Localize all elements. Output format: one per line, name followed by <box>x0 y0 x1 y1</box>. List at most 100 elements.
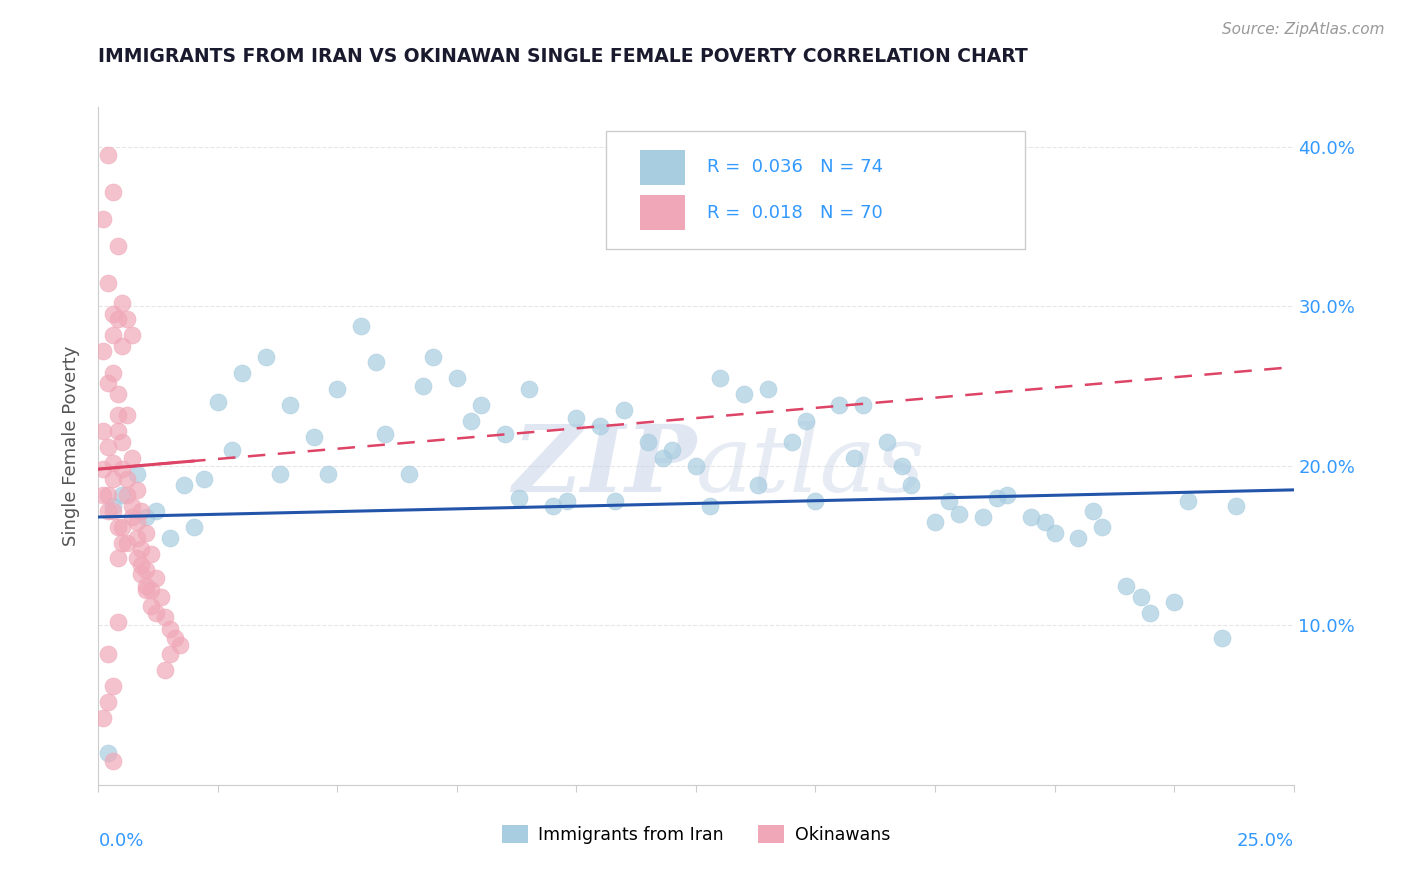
Text: R =  0.036   N = 74: R = 0.036 N = 74 <box>707 159 883 177</box>
Point <box>145 606 167 620</box>
Point <box>159 647 181 661</box>
Point <box>131 567 153 582</box>
Point <box>111 435 134 450</box>
Point <box>111 519 134 533</box>
Point <box>637 435 659 450</box>
Point <box>422 351 444 365</box>
Point <box>107 615 129 630</box>
Point <box>173 478 195 492</box>
Point <box>1033 515 1056 529</box>
Bar <box>640 150 685 185</box>
Point <box>709 371 731 385</box>
Point <box>159 622 181 636</box>
Point <box>111 339 134 353</box>
Point <box>125 551 148 566</box>
Point <box>107 551 129 566</box>
Point <box>101 185 124 199</box>
Point <box>107 424 129 438</box>
Point <box>350 318 373 333</box>
Point <box>278 398 301 412</box>
Point <box>661 442 683 457</box>
Point <box>159 531 181 545</box>
Point <box>135 525 157 540</box>
Point <box>115 408 138 422</box>
Point <box>101 503 124 517</box>
Point <box>145 571 167 585</box>
Point <box>183 519 205 533</box>
Text: Source: ZipAtlas.com: Source: ZipAtlas.com <box>1222 22 1385 37</box>
Point <box>135 563 157 577</box>
Point <box>589 419 612 434</box>
Point <box>115 535 138 549</box>
Point <box>101 367 124 381</box>
Point <box>1211 631 1233 645</box>
Point <box>91 711 114 725</box>
Point <box>111 296 134 310</box>
Point <box>842 450 865 465</box>
Point <box>1139 606 1161 620</box>
Point <box>890 458 912 473</box>
Point <box>101 499 124 513</box>
Point <box>149 590 172 604</box>
Point <box>1177 494 1199 508</box>
Point <box>91 211 114 226</box>
Y-axis label: Single Female Poverty: Single Female Poverty <box>62 346 80 546</box>
Point <box>508 491 530 505</box>
Point <box>131 503 153 517</box>
Point <box>221 442 243 457</box>
Point <box>876 435 898 450</box>
Point <box>986 491 1008 505</box>
Point <box>115 472 138 486</box>
Point <box>780 435 803 450</box>
FancyBboxPatch shape <box>606 131 1025 250</box>
Point <box>131 558 153 572</box>
Point <box>91 344 114 359</box>
Point <box>111 488 134 502</box>
Point <box>97 695 120 709</box>
Point <box>1225 499 1247 513</box>
Point <box>125 467 148 481</box>
Point <box>97 503 120 517</box>
Point <box>139 583 162 598</box>
Point <box>364 355 387 369</box>
Point <box>97 488 120 502</box>
Point <box>91 462 114 476</box>
Point <box>101 472 124 486</box>
Point <box>97 376 120 390</box>
Point <box>101 679 124 693</box>
Point <box>135 510 157 524</box>
Point <box>107 519 129 533</box>
Point <box>316 467 339 481</box>
Point <box>747 478 769 492</box>
Point <box>1163 594 1185 608</box>
Point <box>145 503 167 517</box>
Point <box>101 307 124 321</box>
Point <box>135 583 157 598</box>
Point <box>97 148 120 162</box>
Point <box>97 647 120 661</box>
Point <box>794 414 817 428</box>
Point <box>613 403 636 417</box>
Text: ZIP: ZIP <box>512 421 696 511</box>
Point <box>900 478 922 492</box>
Point <box>163 631 186 645</box>
Point <box>97 746 120 760</box>
Point <box>565 411 588 425</box>
Point <box>398 467 420 481</box>
Point <box>756 383 779 397</box>
Text: atlas: atlas <box>696 421 925 511</box>
Point <box>603 494 626 508</box>
Point <box>1019 510 1042 524</box>
Point <box>541 499 564 513</box>
Point <box>446 371 468 385</box>
Point <box>107 239 129 253</box>
Point <box>1043 525 1066 540</box>
Point <box>107 408 129 422</box>
Point <box>125 483 148 497</box>
Point <box>374 427 396 442</box>
Point <box>121 510 143 524</box>
Point <box>1081 503 1104 517</box>
Point <box>131 541 153 556</box>
Point <box>470 398 492 412</box>
Point <box>948 507 970 521</box>
